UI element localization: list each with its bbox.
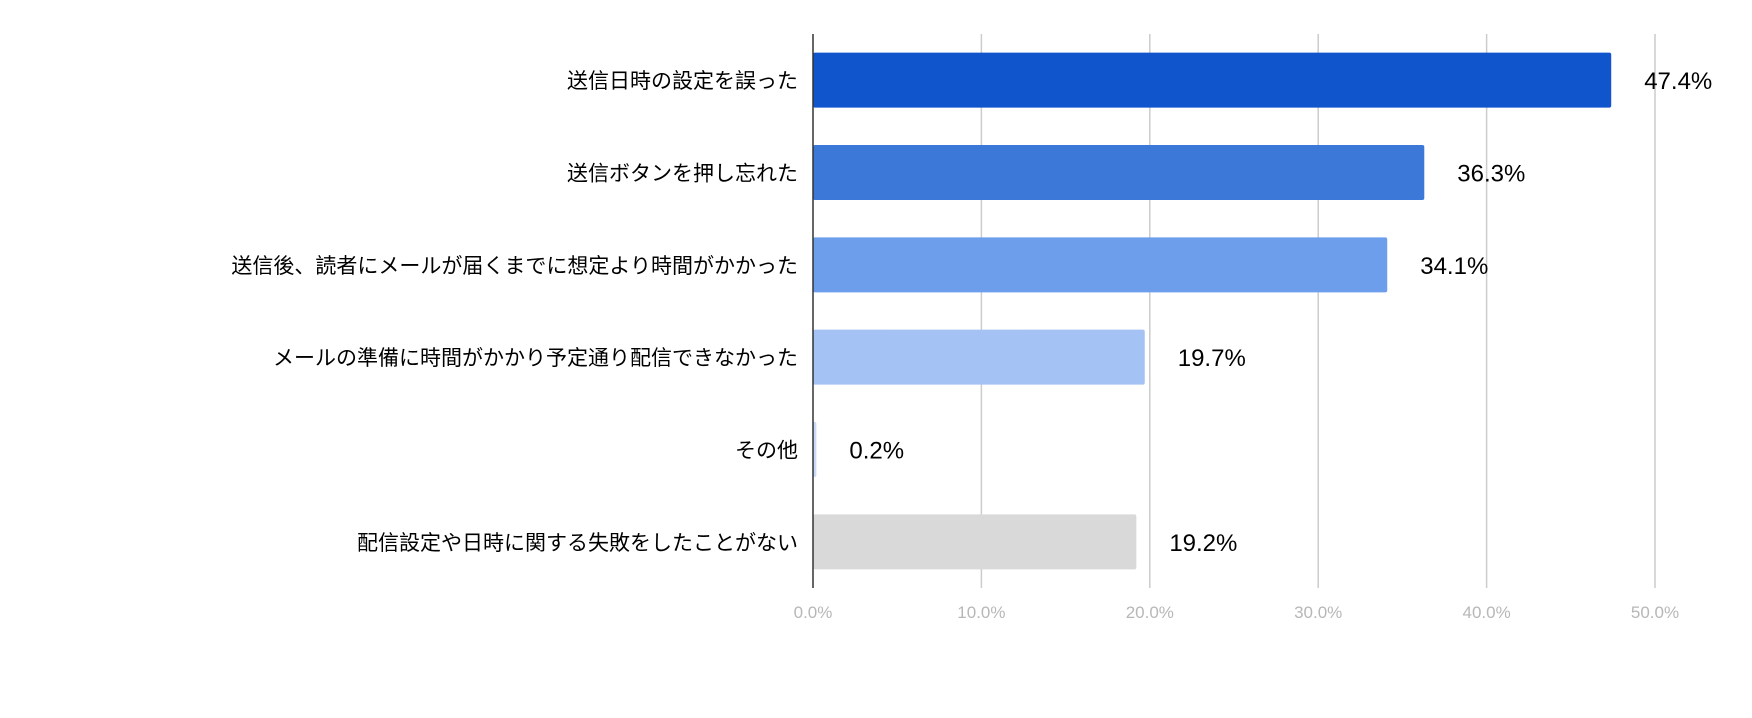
data-label: 36.3% [1457,161,1525,188]
category-label: メールの準備に時間がかかり予定通り配信できなかった [273,346,798,370]
bar [813,237,1388,293]
category-label: 送信ボタンを押し忘れた [567,162,798,186]
bar [813,52,1612,108]
x-tick-label: 20.0% [1126,603,1174,622]
category-label: その他 [735,439,798,463]
x-tick-labels: 0.0% 10.0% 20.0% 30.0% 40.0% 50.0% [794,603,1679,622]
x-tick-label: 40.0% [1462,603,1510,622]
x-tick-label: 10.0% [957,603,1005,622]
data-label: 47.4% [1644,68,1712,95]
data-label: 0.2% [849,438,904,465]
x-tick-label: 50.0% [1631,603,1679,622]
x-tick-label: 30.0% [1294,603,1342,622]
category-label: 送信日時の設定を誤った [567,69,798,93]
value-labels: 47.4% 36.3% 34.1% 19.7% 0.2% 19.2% [849,68,1712,557]
bars [813,52,1612,570]
category-label: 送信後、読者にメールが届くまでに想定より時間がかかった [231,254,798,278]
category-label: 配信設定や日時に関する失敗をしたことがない [357,531,798,555]
bar [813,422,817,477]
data-label: 19.7% [1178,345,1246,372]
bar [813,329,1145,385]
bar [813,145,1425,200]
gridlines [980,34,1656,588]
x-tick-label: 0.0% [794,603,833,622]
bar [813,514,1137,570]
category-labels: 送信日時の設定を誤った送信ボタンを押し忘れた送信後、読者にメールが届くまでに想定… [231,69,798,555]
data-label: 34.1% [1420,253,1488,280]
data-label: 19.2% [1169,530,1237,557]
